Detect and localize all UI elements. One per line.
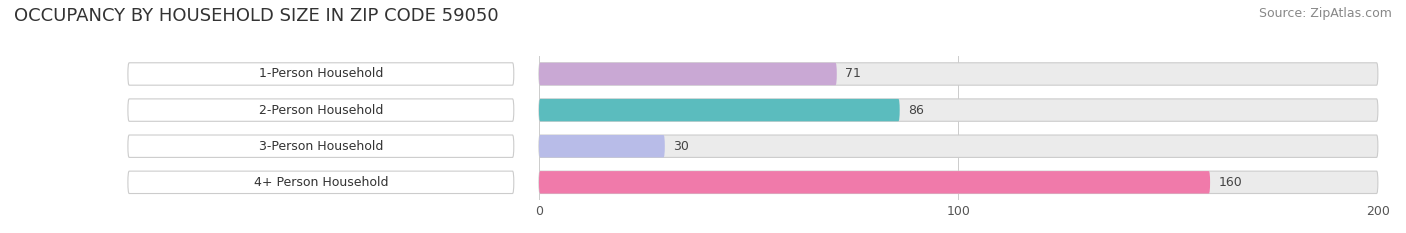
Text: 4+ Person Household: 4+ Person Household xyxy=(253,176,388,189)
Text: 3-Person Household: 3-Person Household xyxy=(259,140,382,153)
Text: 1-Person Household: 1-Person Household xyxy=(259,68,382,80)
FancyBboxPatch shape xyxy=(538,135,1378,158)
Text: Source: ZipAtlas.com: Source: ZipAtlas.com xyxy=(1258,7,1392,20)
FancyBboxPatch shape xyxy=(128,135,513,158)
Text: 160: 160 xyxy=(1219,176,1243,189)
FancyBboxPatch shape xyxy=(538,63,837,85)
FancyBboxPatch shape xyxy=(538,63,1378,85)
Text: 2-Person Household: 2-Person Household xyxy=(259,104,382,116)
FancyBboxPatch shape xyxy=(538,171,1378,194)
Text: 86: 86 xyxy=(908,104,924,116)
FancyBboxPatch shape xyxy=(128,63,513,85)
FancyBboxPatch shape xyxy=(538,99,1378,121)
FancyBboxPatch shape xyxy=(128,99,513,121)
Text: 30: 30 xyxy=(673,140,689,153)
FancyBboxPatch shape xyxy=(128,171,513,194)
Text: 71: 71 xyxy=(845,68,860,80)
FancyBboxPatch shape xyxy=(538,171,1211,194)
FancyBboxPatch shape xyxy=(538,135,665,158)
Text: OCCUPANCY BY HOUSEHOLD SIZE IN ZIP CODE 59050: OCCUPANCY BY HOUSEHOLD SIZE IN ZIP CODE … xyxy=(14,7,499,25)
FancyBboxPatch shape xyxy=(538,99,900,121)
